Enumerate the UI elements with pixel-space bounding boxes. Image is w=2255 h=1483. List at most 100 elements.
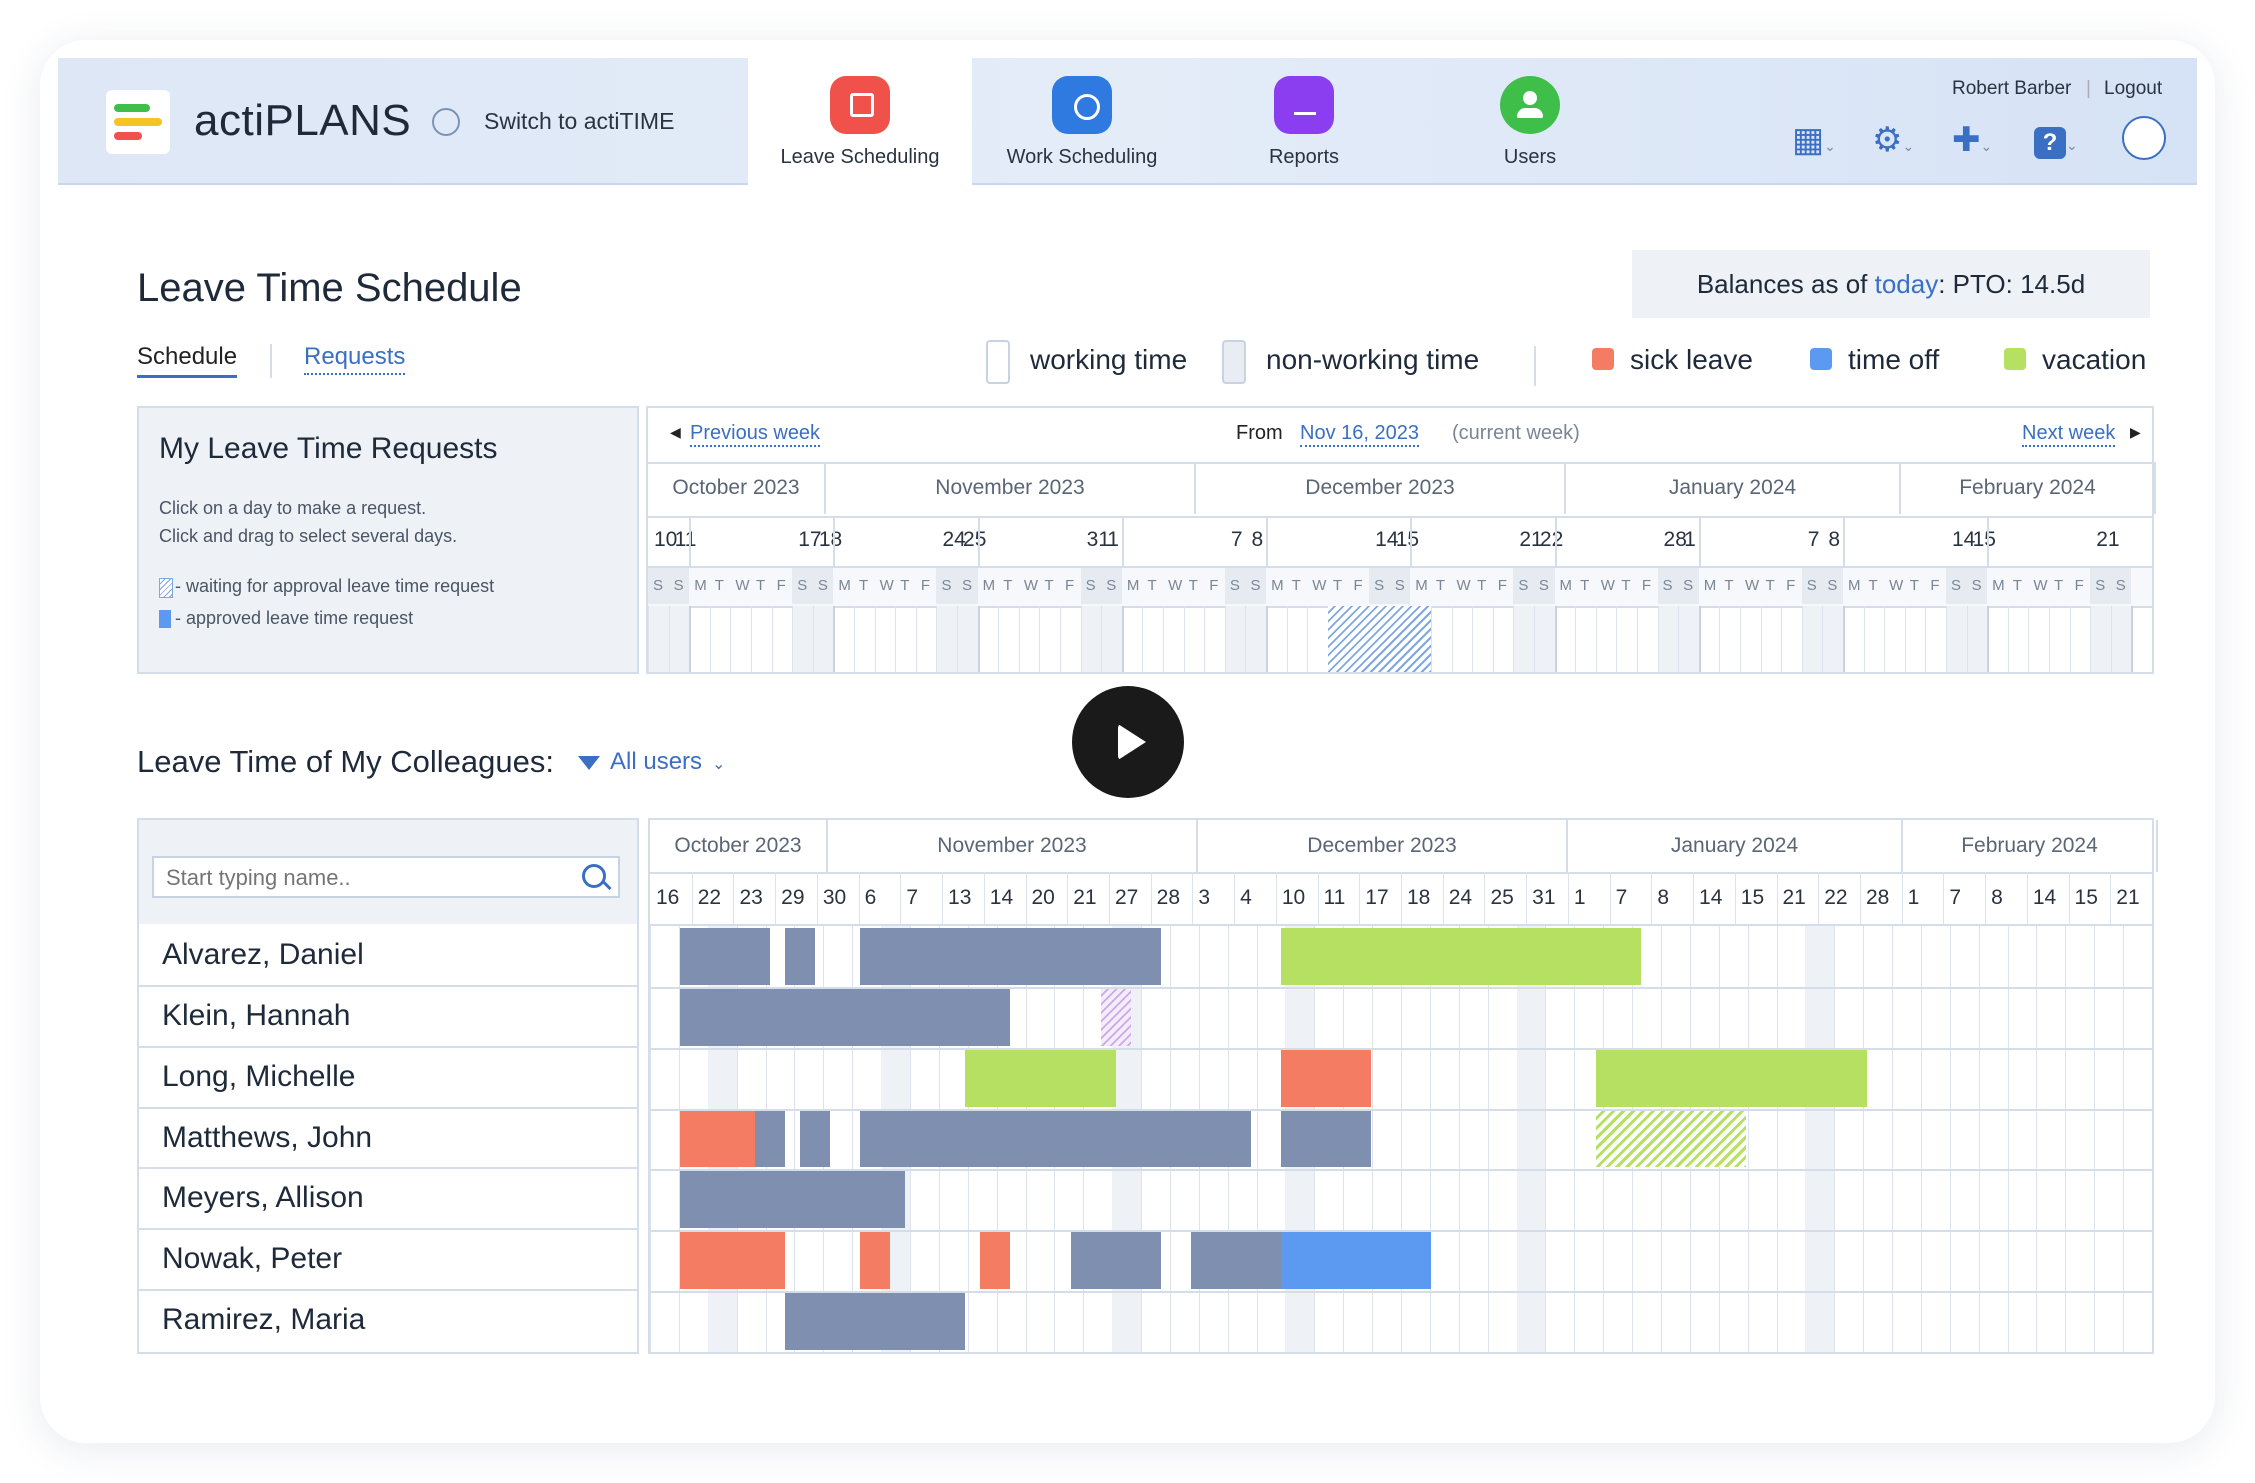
day-cell[interactable]	[1080, 606, 1102, 672]
leave-bar[interactable]	[785, 1293, 876, 1350]
leave-bar[interactable]	[1596, 1049, 1867, 1107]
tab-users[interactable]: Users	[1418, 58, 1642, 183]
day-cell[interactable]	[1822, 606, 1843, 672]
day-cell[interactable]	[1945, 606, 1967, 672]
day-cell[interactable]	[1698, 606, 1720, 672]
day-cell[interactable]	[1430, 606, 1452, 672]
day-cell[interactable]	[1142, 606, 1163, 672]
day-cell[interactable]	[730, 606, 751, 672]
leave-bar[interactable]	[785, 928, 816, 985]
leave-bar[interactable]	[755, 1232, 786, 1290]
leave-bar[interactable]	[1280, 928, 1642, 985]
day-cell[interactable]	[936, 606, 957, 672]
logout-link[interactable]: Logout	[2104, 78, 2163, 99]
day-cell[interactable]	[1039, 606, 1060, 672]
day-cell[interactable]	[957, 606, 978, 672]
user-name[interactable]: Robert Barber	[1952, 78, 2072, 99]
day-cell[interactable]	[1657, 606, 1679, 672]
leave-bar[interactable]	[860, 1232, 891, 1290]
leave-bar[interactable]	[1070, 1110, 1191, 1168]
leave-bar[interactable]	[1070, 928, 1161, 985]
help-icon[interactable]: ? ⌄	[2034, 120, 2078, 159]
day-cell[interactable]	[771, 606, 793, 672]
day-cell[interactable]	[915, 606, 937, 672]
day-cell[interactable]	[812, 606, 834, 672]
tab-reports[interactable]: Reports	[1192, 58, 1416, 183]
leave-bar[interactable]	[1325, 1049, 1356, 1107]
day-cell[interactable]	[1842, 606, 1864, 672]
previous-week-link[interactable]: Previous week	[690, 422, 821, 447]
leave-bar[interactable]	[860, 988, 1011, 1046]
day-cell[interactable]	[1060, 606, 1081, 672]
next-arrow-icon[interactable]: ▶	[2130, 424, 2141, 440]
leave-bar[interactable]	[1220, 1232, 1281, 1290]
puzzle-icon[interactable]: ✚⌄	[1952, 121, 1993, 159]
leave-bar[interactable]	[1596, 1110, 1747, 1168]
leave-bar[interactable]	[1280, 1110, 1341, 1168]
leave-bar[interactable]	[755, 1171, 906, 1229]
leave-bar[interactable]	[1190, 1232, 1221, 1290]
day-cell[interactable]	[998, 606, 1019, 672]
day-cell[interactable]	[1307, 606, 1328, 672]
colleague-name[interactable]: Klein, Hannah	[162, 998, 351, 1032]
leave-bar[interactable]	[875, 1293, 966, 1350]
leave-bar[interactable]	[800, 1110, 831, 1168]
search-icon[interactable]	[582, 864, 606, 888]
balances-today-link[interactable]: today	[1874, 269, 1939, 299]
leave-bar[interactable]	[965, 1049, 1116, 1107]
day-cell[interactable]	[668, 606, 690, 672]
day-cell[interactable]	[1513, 606, 1534, 672]
leave-bar[interactable]	[1190, 1110, 1221, 1168]
search-box[interactable]	[152, 856, 620, 898]
day-cell[interactable]	[792, 606, 813, 672]
day-cell[interactable]	[1904, 606, 1926, 672]
from-date-picker[interactable]: Nov 16, 2023	[1300, 422, 1419, 447]
colleague-name[interactable]: Matthews, John	[162, 1120, 373, 1154]
day-cell[interactable]	[1636, 606, 1658, 672]
play-video-button[interactable]	[1072, 686, 1184, 798]
day-cell[interactable]	[977, 606, 999, 672]
day-cell[interactable]	[1245, 606, 1266, 672]
day-cell[interactable]	[1966, 606, 1988, 672]
leave-bar[interactable]	[1100, 1232, 1131, 1290]
tab-requests[interactable]: Requests	[304, 343, 406, 375]
day-cell[interactable]	[854, 606, 875, 672]
leave-bar[interactable]	[1340, 1110, 1371, 1168]
day-cell[interactable]	[751, 606, 772, 672]
day-cell[interactable]	[1575, 606, 1596, 672]
day-cell[interactable]	[1739, 606, 1761, 672]
day-cell[interactable]	[1595, 606, 1617, 672]
actiplans-logo-icon[interactable]	[106, 90, 170, 154]
day-cell[interactable]	[1801, 606, 1823, 672]
leave-bar[interactable]	[680, 928, 771, 985]
calendar-settings-icon[interactable]: ▦⌄	[1792, 121, 1836, 159]
day-cell[interactable]	[1760, 606, 1782, 672]
day-cell[interactable]	[1678, 606, 1699, 672]
day-cell[interactable]	[2007, 606, 2029, 672]
day-cell[interactable]	[1554, 606, 1576, 672]
day-cell[interactable]	[2090, 606, 2111, 672]
my-requests-cells[interactable]	[648, 606, 2152, 672]
colleague-name[interactable]: Alvarez, Daniel	[162, 938, 364, 971]
leave-bar[interactable]	[680, 1110, 771, 1168]
day-cell[interactable]	[1204, 606, 1225, 672]
colleague-name[interactable]: Meyers, Allison	[162, 1181, 364, 1215]
prev-arrow-icon[interactable]: ◀	[670, 424, 681, 440]
day-cell[interactable]	[1266, 606, 1287, 672]
day-cell[interactable]	[1101, 606, 1122, 672]
day-cell[interactable]	[689, 606, 710, 672]
day-cell[interactable]	[1183, 606, 1205, 672]
day-cell[interactable]	[1472, 606, 1493, 672]
day-cell[interactable]	[1533, 606, 1555, 672]
colleague-name[interactable]: Ramirez, Maria	[162, 1303, 366, 1337]
day-cell[interactable]	[1987, 606, 2008, 672]
tab-leave-scheduling[interactable]: Leave Scheduling	[748, 58, 972, 185]
leave-bar[interactable]	[1100, 988, 1131, 1046]
leave-bar[interactable]	[1280, 1232, 1432, 1290]
pending-request[interactable]	[1327, 606, 1431, 672]
day-cell[interactable]	[2028, 606, 2049, 672]
day-cell[interactable]	[648, 606, 669, 672]
day-cell[interactable]	[895, 606, 916, 672]
leave-bar[interactable]	[680, 1171, 771, 1229]
day-cell[interactable]	[1451, 606, 1473, 672]
